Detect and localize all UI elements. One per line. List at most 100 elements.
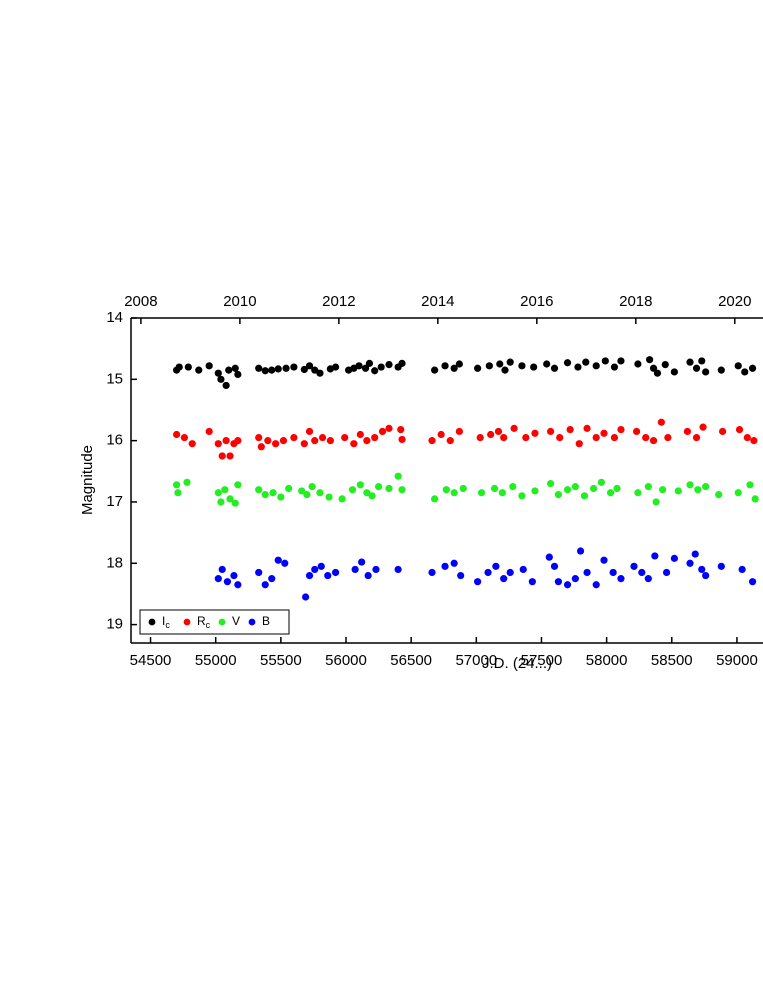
point: [717, 366, 725, 374]
point: [316, 369, 324, 377]
point: [583, 568, 591, 577]
point: [305, 571, 314, 580]
point: [274, 556, 282, 564]
point: [331, 568, 340, 577]
point: [348, 486, 357, 494]
point: [305, 427, 314, 436]
point: [543, 360, 551, 368]
point: [592, 362, 600, 370]
point: [652, 498, 660, 506]
point: [477, 489, 486, 497]
point: [356, 481, 364, 489]
point: [530, 363, 538, 371]
point: [234, 437, 242, 445]
point: [174, 489, 182, 497]
point: [554, 578, 563, 586]
y-tick-label: 18: [106, 554, 123, 571]
point: [205, 362, 213, 370]
x2-tick-label: 2012: [322, 293, 355, 310]
point: [686, 358, 694, 366]
point: [474, 578, 482, 586]
point: [522, 433, 530, 442]
point: [225, 366, 233, 374]
point: [455, 427, 463, 436]
point: [691, 550, 699, 558]
point: [519, 565, 527, 574]
point: [743, 433, 751, 442]
point: [550, 562, 559, 570]
x2-tick-label: 2014: [421, 293, 454, 310]
point: [441, 562, 449, 570]
point: [398, 359, 406, 367]
point: [698, 357, 706, 365]
point: [317, 562, 325, 570]
point: [644, 575, 652, 583]
point: [506, 568, 514, 577]
point: [255, 486, 263, 494]
point: [746, 481, 754, 489]
y-tick-label: 17: [106, 493, 123, 510]
point: [702, 368, 710, 376]
point: [661, 361, 669, 369]
x-tick-label: 56500: [390, 652, 432, 669]
point: [686, 559, 694, 567]
point: [496, 360, 504, 368]
point: [298, 487, 306, 495]
point: [261, 367, 269, 375]
point: [510, 424, 518, 432]
point: [226, 495, 234, 503]
point: [214, 440, 222, 448]
point: [274, 365, 282, 373]
point: [474, 364, 482, 372]
point: [617, 426, 625, 434]
point: [397, 426, 405, 434]
point: [218, 452, 226, 460]
point: [222, 381, 230, 390]
point: [234, 370, 242, 379]
point: [686, 481, 694, 489]
x-tick-label: 57000: [455, 652, 497, 669]
point: [531, 487, 539, 495]
point: [441, 362, 449, 370]
point: [311, 437, 319, 445]
point: [371, 367, 379, 375]
point: [670, 368, 678, 376]
point: [653, 369, 662, 377]
point: [617, 357, 625, 365]
legend: Ic Rc V B: [139, 609, 290, 635]
point: [646, 356, 654, 364]
point: [500, 433, 508, 442]
x2-tick-label: 2008: [124, 293, 157, 310]
point: [290, 363, 298, 371]
point: [748, 364, 757, 372]
point: [231, 364, 239, 372]
point: [372, 565, 380, 574]
legend-label: Rc: [197, 614, 211, 630]
point: [455, 360, 463, 368]
point: [576, 547, 585, 555]
point: [630, 562, 638, 570]
point: [556, 433, 564, 442]
point: [664, 433, 672, 442]
point: [633, 427, 641, 436]
point: [303, 491, 311, 499]
point: [300, 440, 308, 448]
point: [325, 493, 333, 501]
point: [528, 578, 536, 586]
point: [698, 565, 706, 574]
point: [378, 427, 387, 436]
point: [476, 433, 484, 442]
point: [261, 581, 269, 589]
point: [255, 364, 263, 372]
point: [717, 562, 725, 570]
point: [563, 486, 572, 494]
point: [308, 483, 316, 491]
point: [606, 489, 615, 497]
point: [649, 364, 658, 372]
point: [702, 483, 710, 491]
point: [180, 433, 189, 442]
point: [184, 363, 192, 371]
point: [264, 437, 272, 445]
point: [385, 484, 393, 493]
